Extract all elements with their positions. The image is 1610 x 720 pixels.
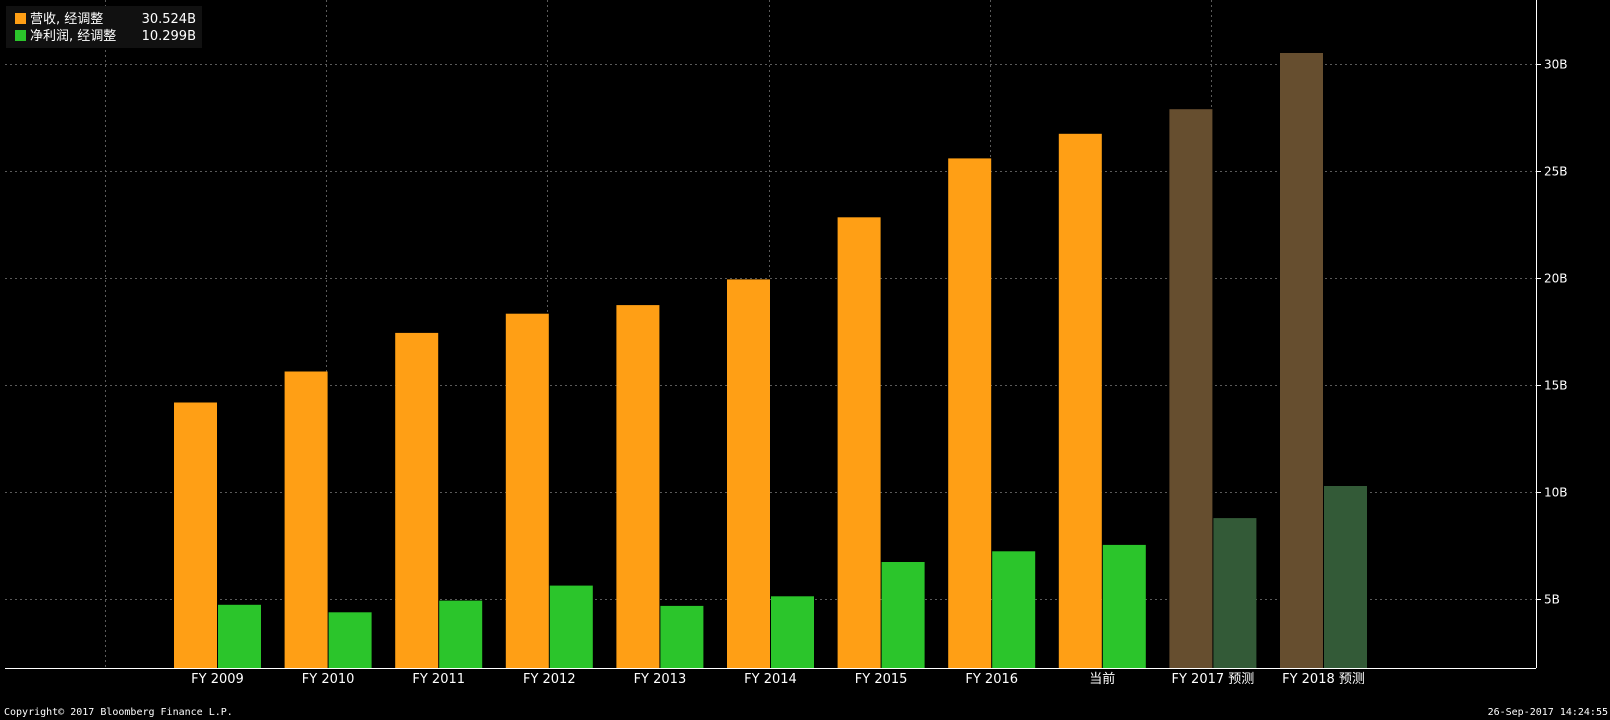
legend-swatch-revenue bbox=[15, 13, 26, 24]
legend-background bbox=[6, 6, 202, 48]
legend-swatch-net-income bbox=[15, 30, 26, 41]
y-tick-label: 10B bbox=[1544, 486, 1568, 500]
bar-revenue bbox=[1280, 53, 1323, 668]
x-tick-label: FY 2014 bbox=[744, 672, 797, 687]
x-axis-labels: FY 2009 FY 2010 FY 2011 FY 2012 FY 2013 FY 20… bbox=[191, 671, 1365, 687]
bar-revenue bbox=[837, 217, 881, 669]
bars bbox=[174, 53, 1367, 669]
bar-net-income bbox=[1102, 544, 1146, 668]
bar-revenue bbox=[948, 158, 992, 668]
legend: 营收, 经调整 30.524B 净利润, 经调整 10.299B bbox=[6, 6, 202, 48]
x-tick-label: FY 2013 bbox=[634, 672, 687, 687]
x-tick-label: FY 2017 预测 bbox=[1172, 672, 1255, 687]
x-tick-label: FY 2011 bbox=[412, 672, 465, 687]
x-tick-label: FY 2012 bbox=[523, 672, 576, 687]
bar-net-income bbox=[328, 612, 372, 668]
bar-revenue bbox=[727, 279, 770, 668]
legend-value-revenue: 30.524B bbox=[142, 12, 196, 27]
x-tick-label: FY 2018 预测 bbox=[1282, 672, 1365, 687]
y-tick-label: 30B bbox=[1544, 58, 1568, 72]
y-tick-label: 5B bbox=[1544, 593, 1560, 607]
x-tick-label: FY 2010 bbox=[302, 672, 355, 687]
bar-revenue bbox=[616, 305, 660, 668]
bar-net-income bbox=[439, 600, 483, 668]
y-tick-label: 25B bbox=[1544, 165, 1568, 179]
bar-revenue bbox=[1169, 109, 1213, 668]
bar-revenue bbox=[284, 371, 328, 668]
bar-revenue bbox=[174, 402, 217, 668]
bar-net-income bbox=[218, 604, 261, 668]
bar-net-income bbox=[881, 562, 925, 668]
legend-label-revenue: 营收, 经调整 bbox=[30, 12, 103, 27]
y-tick-label: 15B bbox=[1544, 379, 1568, 393]
timestamp-text: 26-Sep-2017 14:24:55 bbox=[1488, 707, 1608, 718]
bar-net-income bbox=[992, 551, 1036, 668]
y-axis-labels: 5B 10B 15B 20B 25B 30B bbox=[1544, 58, 1568, 607]
axes bbox=[5, 0, 1541, 669]
legend-value-net-income: 10.299B bbox=[142, 29, 196, 44]
copyright-text: Copyright© 2017 Bloomberg Finance L.P. bbox=[4, 707, 233, 718]
legend-label-net-income: 净利润, 经调整 bbox=[30, 29, 116, 44]
x-tick-label: FY 2016 bbox=[965, 672, 1018, 687]
x-tick-label: 当前 bbox=[1089, 671, 1115, 687]
bar-net-income bbox=[1213, 518, 1257, 668]
y-tick-label: 20B bbox=[1544, 272, 1568, 286]
bar-net-income bbox=[771, 596, 814, 668]
bar-revenue bbox=[1058, 133, 1102, 669]
bar-net-income bbox=[660, 605, 704, 668]
bar-net-income bbox=[549, 585, 593, 668]
bar-revenue bbox=[505, 313, 549, 668]
x-tick-label: FY 2009 bbox=[191, 672, 244, 687]
x-tick-label: FY 2015 bbox=[855, 672, 908, 687]
bar-net-income bbox=[1324, 486, 1367, 668]
bar-revenue bbox=[395, 332, 439, 668]
